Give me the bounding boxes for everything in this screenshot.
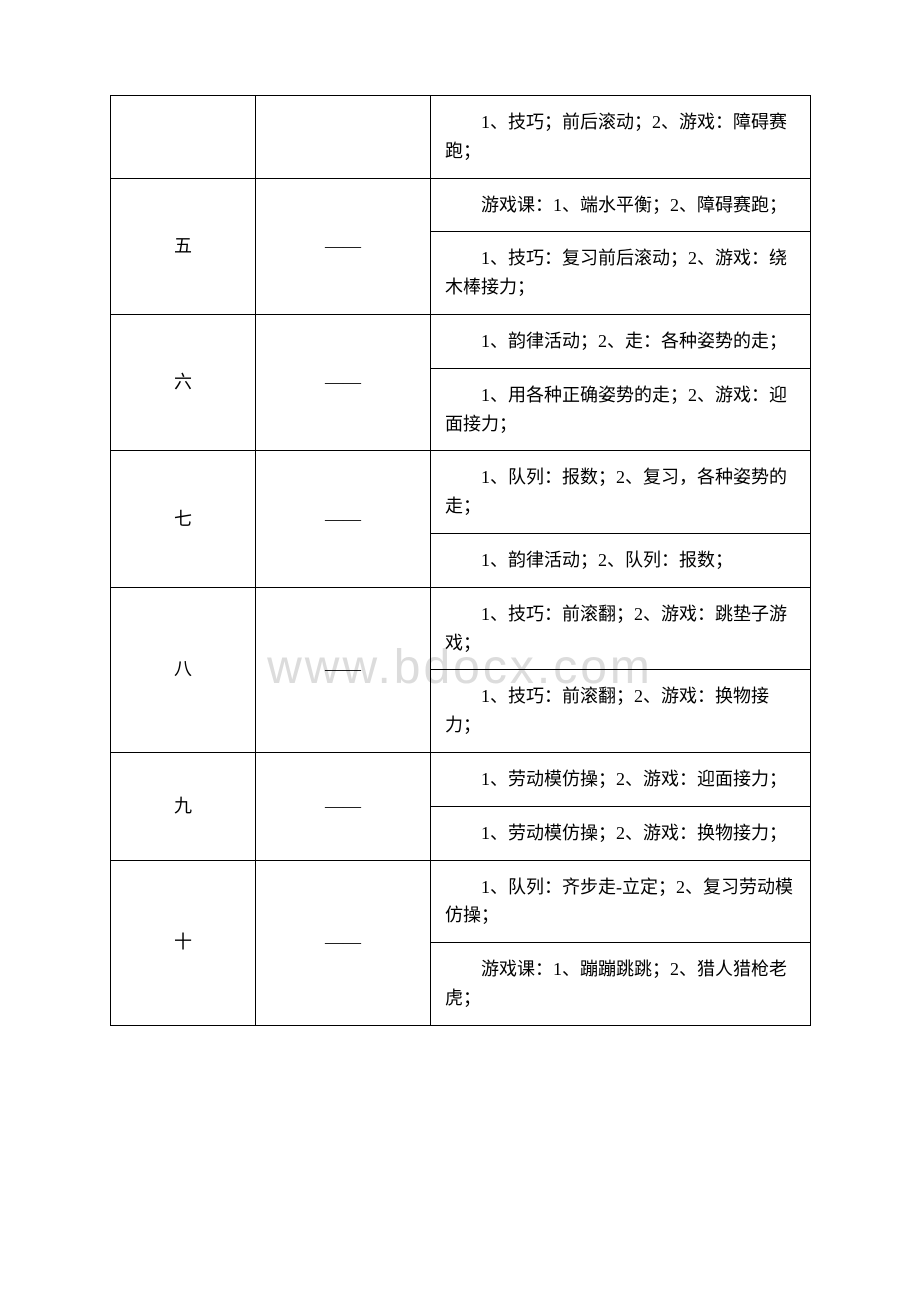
table-body: 1、技巧；前后滚动；2、游戏：障碍赛跑； 五 —— 游戏课：1、端水平衡；2、障… (111, 96, 811, 1026)
table-row: 1、技巧；前后滚动；2、游戏：障碍赛跑； (111, 96, 811, 179)
week-cell (111, 96, 256, 179)
mid-cell: —— (256, 860, 431, 1025)
content-text: 1、技巧：前滚翻；2、游戏：跳垫子游戏； (445, 600, 796, 658)
mid-cell: —— (256, 314, 431, 450)
content-text: 1、韵律活动；2、走：各种姿势的走； (445, 327, 796, 356)
content-text: 1、队列：报数；2、复习，各种姿势的走； (445, 463, 796, 521)
content-cell: 1、韵律活动；2、走：各种姿势的走； (431, 314, 811, 368)
content-cell: 1、技巧：前滚翻；2、游戏：跳垫子游戏； (431, 587, 811, 670)
content-cell: 1、用各种正确姿势的走；2、游戏：迎面接力； (431, 368, 811, 451)
content-cell: 1、技巧；前后滚动；2、游戏：障碍赛跑； (431, 96, 811, 179)
mid-cell (256, 96, 431, 179)
week-cell: 六 (111, 314, 256, 450)
schedule-table: 1、技巧；前后滚动；2、游戏：障碍赛跑； 五 —— 游戏课：1、端水平衡；2、障… (110, 95, 811, 1026)
content-cell: 1、技巧：复习前后滚动；2、游戏：绕木棒接力； (431, 232, 811, 315)
table-row: 七 —— 1、队列：报数；2、复习，各种姿势的走； (111, 451, 811, 534)
content-cell: 游戏课：1、蹦蹦跳跳；2、猎人猎枪老虎； (431, 943, 811, 1026)
week-cell: 十 (111, 860, 256, 1025)
week-cell: 五 (111, 178, 256, 314)
week-cell: 九 (111, 752, 256, 860)
table-row: 八 —— 1、技巧：前滚翻；2、游戏：跳垫子游戏； (111, 587, 811, 670)
mid-cell: —— (256, 587, 431, 752)
content-cell: 游戏课：1、端水平衡；2、障碍赛跑； (431, 178, 811, 232)
content-cell: 1、劳动模仿操；2、游戏：换物接力； (431, 806, 811, 860)
table-row: 六 —— 1、韵律活动；2、走：各种姿势的走； (111, 314, 811, 368)
content-cell: 1、队列：报数；2、复习，各种姿势的走； (431, 451, 811, 534)
content-cell: 1、劳动模仿操；2、游戏：迎面接力； (431, 752, 811, 806)
mid-cell: —— (256, 178, 431, 314)
content-cell: 1、韵律活动；2、队列：报数； (431, 533, 811, 587)
content-text: 游戏课：1、端水平衡；2、障碍赛跑； (445, 191, 796, 220)
table-row: 五 —— 游戏课：1、端水平衡；2、障碍赛跑； (111, 178, 811, 232)
content-text: 1、劳动模仿操；2、游戏：换物接力； (445, 819, 796, 848)
content-text: 1、劳动模仿操；2、游戏：迎面接力； (445, 765, 796, 794)
content-cell: 1、队列：齐步走-立定；2、复习劳动模仿操； (431, 860, 811, 943)
content-text: 1、用各种正确姿势的走；2、游戏：迎面接力； (445, 381, 796, 439)
content-text: 1、技巧；前后滚动；2、游戏：障碍赛跑； (445, 108, 796, 166)
mid-cell: —— (256, 451, 431, 587)
content-text: 1、技巧：复习前后滚动；2、游戏：绕木棒接力； (445, 244, 796, 302)
content-text: 1、技巧：前滚翻；2、游戏：换物接力； (445, 682, 796, 740)
content-text: 游戏课：1、蹦蹦跳跳；2、猎人猎枪老虎； (445, 955, 796, 1013)
content-cell: 1、技巧：前滚翻；2、游戏：换物接力； (431, 670, 811, 753)
content-text: 1、队列：齐步走-立定；2、复习劳动模仿操； (445, 873, 796, 931)
week-cell: 八 (111, 587, 256, 752)
mid-cell: —— (256, 752, 431, 860)
table-row: 九 —— 1、劳动模仿操；2、游戏：迎面接力； (111, 752, 811, 806)
week-cell: 七 (111, 451, 256, 587)
table-row: 十 —— 1、队列：齐步走-立定；2、复习劳动模仿操； (111, 860, 811, 943)
content-text: 1、韵律活动；2、队列：报数； (445, 546, 796, 575)
